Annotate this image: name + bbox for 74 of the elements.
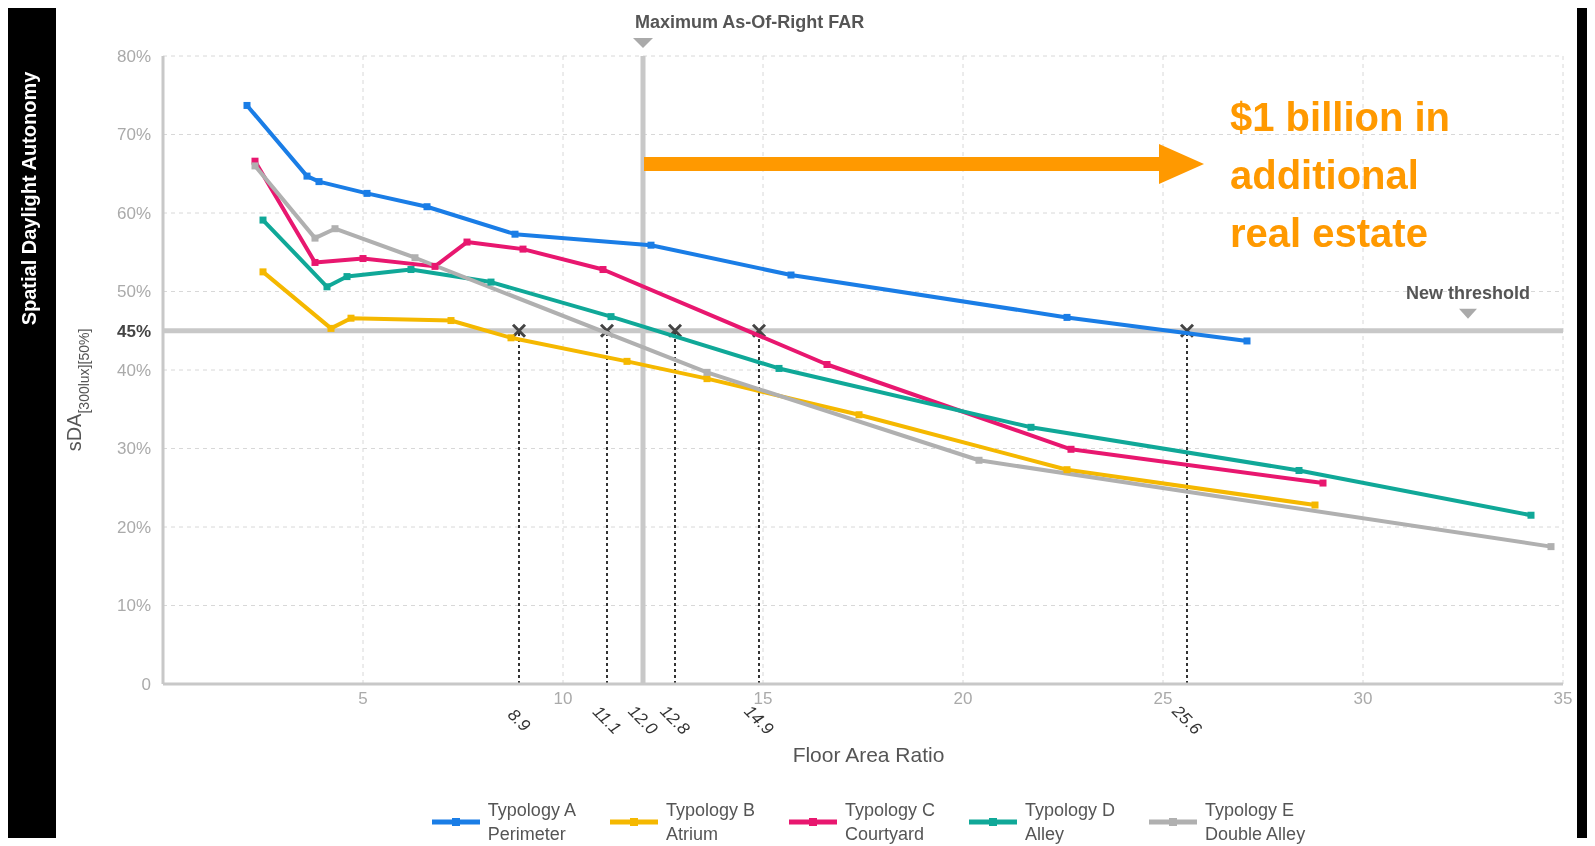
point — [1067, 445, 1075, 453]
x-tick-label: 5 — [358, 689, 368, 708]
ref-line-label: 11.1 — [588, 702, 625, 739]
point — [431, 262, 439, 270]
y-tick-label: 0 — [141, 674, 151, 694]
point — [599, 266, 607, 274]
y-tick-label: 50% — [116, 282, 151, 302]
y-tick-label: 40% — [116, 360, 151, 380]
point — [327, 324, 335, 332]
point — [1243, 337, 1251, 345]
point — [447, 317, 455, 325]
point — [787, 271, 795, 279]
y-tick-label: 70% — [116, 125, 151, 145]
legend-label: Typology D Alley — [1025, 799, 1116, 846]
x-tick-label: 30 — [1353, 689, 1373, 708]
point — [423, 203, 431, 211]
y-tick-label: 30% — [116, 439, 151, 459]
text: Spatial Daylight Autonomy — [18, 71, 42, 325]
y-tick-label: 20% — [116, 517, 151, 537]
point — [259, 216, 267, 224]
point — [407, 266, 415, 274]
x-axis-title: Floor Area Ratio — [791, 743, 946, 767]
y-tick-label: 80% — [116, 46, 151, 66]
point — [823, 361, 831, 369]
legend-label: Typology B Atrium — [665, 799, 755, 846]
x-tick-label: 35 — [1553, 689, 1573, 708]
point — [975, 456, 983, 464]
y-tick-label: 45% — [116, 321, 151, 341]
point — [855, 411, 863, 419]
ref-line-label: Maximum As-Of-Right FAR — [635, 12, 865, 32]
point — [311, 234, 319, 242]
point — [1063, 466, 1071, 474]
legend-label: Typology A Perimeter — [487, 799, 576, 846]
point — [607, 313, 615, 321]
ref-line-label: 8.9 — [503, 705, 535, 736]
x-tick-label: 20 — [953, 689, 973, 708]
point — [343, 273, 351, 281]
point — [507, 334, 515, 342]
point — [519, 245, 527, 253]
point — [487, 278, 495, 286]
y-tick-label: 10% — [116, 596, 151, 616]
legend-label: Typology C Courtyard — [844, 799, 936, 846]
point — [259, 268, 267, 276]
point — [1295, 466, 1303, 474]
point — [511, 230, 519, 238]
point — [1027, 423, 1035, 431]
point — [315, 178, 323, 186]
point — [251, 162, 259, 170]
ref-line-label: New threshold — [1405, 282, 1531, 303]
point — [331, 225, 339, 233]
point — [303, 172, 311, 180]
x-tick-label: 25 — [1153, 689, 1173, 708]
point — [647, 241, 655, 249]
point — [463, 238, 471, 246]
point — [1527, 511, 1535, 519]
point — [363, 189, 371, 197]
point — [411, 254, 419, 262]
point — [243, 101, 251, 109]
point — [323, 283, 331, 291]
point — [1319, 479, 1327, 487]
point — [1311, 501, 1319, 509]
point — [347, 314, 355, 322]
point — [623, 357, 631, 365]
point — [359, 255, 367, 263]
point — [703, 368, 711, 376]
point — [775, 364, 783, 372]
x-tick-label: 10 — [553, 689, 573, 708]
point — [311, 258, 319, 266]
point — [1063, 313, 1071, 321]
point — [1547, 543, 1555, 551]
x-tick-label: 15 — [753, 689, 773, 708]
annotation: $1 billion in additional real estate — [1230, 94, 1452, 257]
y-tick-label: 60% — [116, 203, 151, 223]
legend-label: Typology E Double Alley — [1205, 799, 1306, 846]
